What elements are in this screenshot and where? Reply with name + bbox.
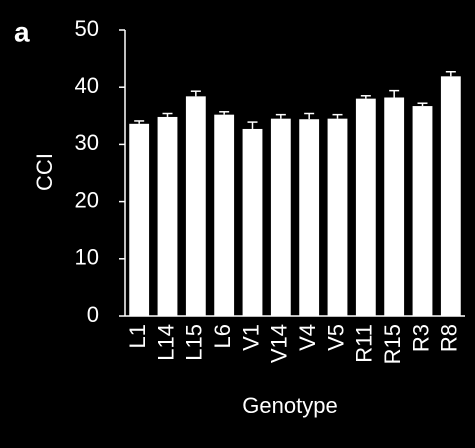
bar xyxy=(412,106,433,317)
x-tick-label: V1 xyxy=(238,324,263,351)
bar xyxy=(157,116,178,316)
y-tick-label: 40 xyxy=(75,73,99,98)
panel-label: a xyxy=(14,16,30,47)
error-bar xyxy=(190,90,201,97)
error-bar xyxy=(275,113,286,119)
x-tick-label: L1 xyxy=(125,324,150,348)
x-tick-label: L15 xyxy=(182,324,207,361)
y-tick-label: 10 xyxy=(75,245,99,270)
error-bar xyxy=(360,95,371,99)
bar xyxy=(299,119,320,317)
x-tick-label: V14 xyxy=(267,324,292,363)
bar xyxy=(129,123,150,316)
bar xyxy=(214,114,235,316)
y-axis-label: CCI xyxy=(32,153,57,191)
error-bar xyxy=(247,121,258,129)
error-bar xyxy=(389,89,400,98)
x-tick-label: R3 xyxy=(408,324,433,352)
x-tick-label: R8 xyxy=(437,324,462,352)
error-bar xyxy=(445,71,456,77)
x-tick-label: L14 xyxy=(153,324,178,361)
bar xyxy=(384,97,405,316)
bar xyxy=(242,128,263,316)
x-tick-label: V5 xyxy=(323,324,348,351)
y-tick-label: 30 xyxy=(75,130,99,155)
y-tick-label: 20 xyxy=(75,187,99,212)
bar xyxy=(327,118,348,316)
y-tick-label: 50 xyxy=(75,16,99,41)
x-tick-label: R15 xyxy=(380,324,405,364)
error-bar xyxy=(417,102,428,107)
bar xyxy=(185,96,206,317)
x-tick-label: V4 xyxy=(295,324,320,351)
error-bar xyxy=(134,120,145,124)
x-tick-label: R11 xyxy=(352,324,377,363)
bar xyxy=(270,118,291,316)
x-axis-label: Genotype xyxy=(242,393,337,418)
y-tick-label: 0 xyxy=(87,302,99,327)
error-bar xyxy=(332,113,343,119)
error-bar xyxy=(304,112,315,120)
x-tick-label: L6 xyxy=(210,324,235,348)
error-bar xyxy=(162,112,173,117)
error-bar xyxy=(219,111,230,115)
bar xyxy=(440,76,461,316)
bar xyxy=(355,98,376,316)
